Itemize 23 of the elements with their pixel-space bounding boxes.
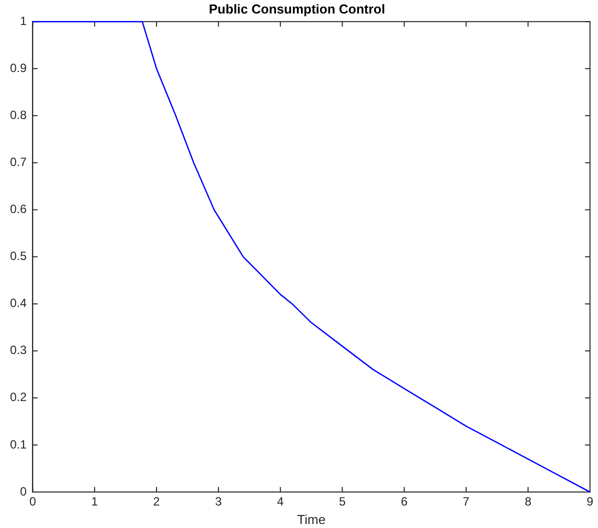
y-tick-label: 0.1 [10,437,27,452]
y-tick-label: 0.8 [10,108,27,122]
x-tick-label: 8 [524,494,532,509]
x-tick-label: 5 [338,494,346,509]
y-tick-label: 0 [20,484,27,498]
y-tick-label: 1 [20,14,27,28]
x-tick-label: 1 [91,494,98,509]
x-axis-title: Time [297,512,326,527]
x-tick-label: 4 [277,494,284,509]
x-tick-label: 7 [462,494,470,509]
y-tick-label: 0.5 [10,249,27,264]
y-tick-label: 0.9 [10,60,27,75]
x-tick-label: 2 [153,494,160,509]
x-tick-label: 9 [586,494,594,509]
y-tick-label: 0.7 [10,155,27,170]
x-tick-label: 3 [215,494,222,509]
y-tick-label: 0.3 [10,343,27,358]
chart-title: Public Consumption Control [208,1,386,16]
y-tick-label: 0.6 [10,202,27,216]
x-tick-label: 6 [400,494,408,509]
y-tick-label: 0.4 [10,296,27,310]
y-tick-label: 0.2 [10,390,27,404]
x-tick-label: 0 [29,494,36,509]
